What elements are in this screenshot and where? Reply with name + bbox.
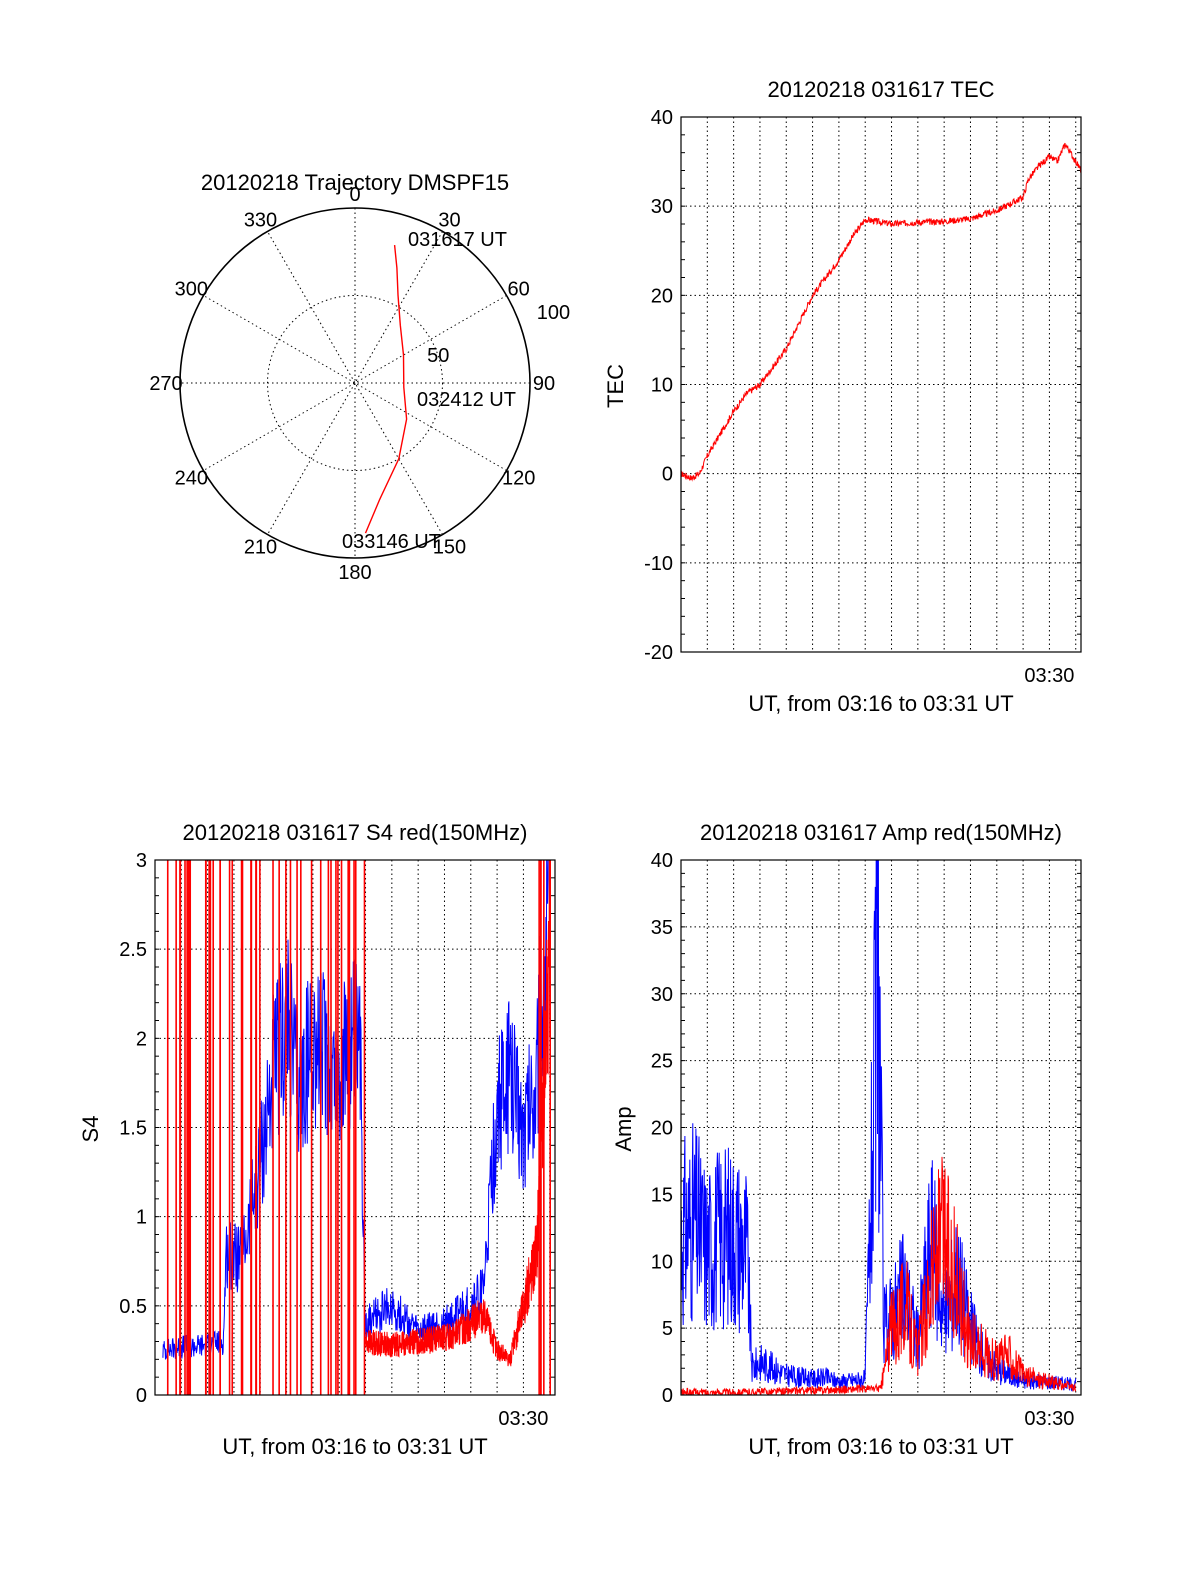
s4-ytick-label: 0.5 — [119, 1296, 147, 1318]
tec-ytick-label: 0 — [662, 464, 673, 486]
s4-xtick-label: 03:30 — [498, 1408, 548, 1430]
amp-title: 20120218 031617 Amp red(150MHz) — [700, 820, 1062, 845]
s4-ytick-label: 0 — [136, 1385, 147, 1407]
tec-ytick-label: 10 — [651, 375, 673, 397]
polar-angle-label: 270 — [149, 373, 182, 395]
polar-angle-label: 30 — [438, 209, 460, 231]
polar-outer-ring — [179, 207, 531, 559]
polar-radius-label: 50 — [427, 345, 449, 367]
polar-title: 20120218 Trajectory DMSPF15 — [201, 170, 509, 195]
tec-xtick-label: 03:30 — [1024, 665, 1074, 687]
s4-ytick-label: 2.5 — [119, 939, 147, 961]
amp-ytick-label: 10 — [651, 1251, 673, 1273]
polar-trajectory-chart: 20120218 Trajectory DMSPF15 0 30 60 90 120 15… — [149, 170, 570, 584]
s4-chart: 20120218 031617 S4 red(150MHz) S4 UT, fr… — [78, 820, 556, 1459]
trajectory-end-label: 033146 UT — [342, 531, 441, 553]
tec-ytick-label: 30 — [651, 196, 673, 218]
polar-angle-label: 0 — [349, 184, 360, 206]
tec-title: 20120218 031617 TEC — [767, 77, 994, 102]
polar-angle-label: 210 — [244, 537, 277, 559]
polar-angle-label: 60 — [508, 279, 530, 301]
s4-ytick-label: 1.5 — [119, 1118, 147, 1140]
amp-ytick-label: 40 — [651, 850, 673, 872]
tec-plot-frame — [680, 116, 1082, 653]
polar-angle-label: 330 — [244, 209, 277, 231]
polar-angle-label: 90 — [533, 373, 555, 395]
s4-ytick-label: 2 — [136, 1028, 147, 1050]
amp-xtick-label: 03:30 — [1024, 1408, 1074, 1430]
s4-title: 20120218 031617 S4 red(150MHz) — [183, 820, 528, 845]
amp-xlabel: UT, from 03:16 to 03:31 UT — [748, 1434, 1013, 1459]
trajectory-start-label: 031617 UT — [408, 229, 507, 251]
amp-ylabel: Amp — [611, 1106, 636, 1151]
tec-ytick-label: 40 — [651, 107, 673, 129]
s4-xlabel: UT, from 03:16 to 03:31 UT — [222, 1434, 487, 1459]
amp-series-red-line — [681, 1156, 1077, 1395]
tec-series-red-line — [681, 142, 1081, 482]
polar-radius-label: 100 — [537, 302, 570, 324]
amp-ytick-label: 35 — [651, 917, 673, 939]
polar-grid-ring-50 — [267, 295, 443, 471]
amp-ytick-label: 15 — [651, 1184, 673, 1206]
tec-chart: 20120218 031617 TEC TEC UT, from 03:16 t… — [603, 77, 1082, 716]
s4-series-red-line — [365, 860, 551, 1367]
s4-ytick-label: 3 — [136, 850, 147, 872]
tec-xlabel: UT, from 03:16 to 03:31 UT — [748, 691, 1013, 716]
trajectory-track — [364, 245, 408, 534]
tec-ytick-label: -20 — [644, 642, 673, 664]
tec-ytick-label: -10 — [644, 553, 673, 575]
s4-plot-frame — [154, 859, 556, 1396]
amp-ytick-label: 25 — [651, 1051, 673, 1073]
tec-ytick-label: 20 — [651, 285, 673, 307]
polar-angle-label: 240 — [175, 468, 208, 490]
polar-angle-label: 180 — [338, 562, 371, 584]
amp-ytick-label: 5 — [662, 1318, 673, 1340]
s4-ylabel: S4 — [78, 1116, 103, 1143]
amp-plot-frame — [680, 859, 1082, 1396]
polar-angle-label: 150 — [433, 537, 466, 559]
amp-series-blue-line — [681, 860, 1077, 1392]
polar-angle-label: 120 — [502, 468, 535, 490]
polar-angle-label: 300 — [175, 279, 208, 301]
s4-ytick-label: 1 — [136, 1207, 147, 1229]
trajectory-mid-label: 032412 UT — [417, 389, 516, 411]
amp-ytick-label: 20 — [651, 1118, 673, 1140]
amp-ytick-label: 30 — [651, 984, 673, 1006]
amp-chart: 20120218 031617 Amp red(150MHz) Amp UT, … — [611, 820, 1082, 1459]
amp-ytick-label: 0 — [662, 1385, 673, 1407]
tec-ylabel: TEC — [603, 364, 628, 408]
